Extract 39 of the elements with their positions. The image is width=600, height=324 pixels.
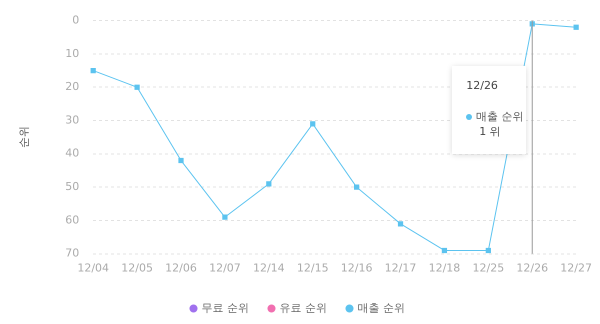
x-tick-label: 12/04 [77,261,110,274]
annotation: 12/26 [466,78,499,93]
y-tick-label: 60 [65,213,80,226]
point [266,181,272,186]
point [442,248,448,254]
x-tick-label: 12/17 [384,261,416,274]
x-tick-label: 12/15 [296,261,329,274]
point [310,121,316,126]
x-tick-label: 12/14 [252,261,285,274]
legend-label: 매출 순위 [358,301,405,314]
x-tick-label: 12/06 [165,261,197,274]
y-tick-label: 20 [65,80,80,94]
y-tick-label: 0 [72,13,80,26]
y-tick-label: 50 [65,180,80,194]
annotation: 1 위 [478,124,502,139]
point [574,24,579,30]
y-axis-title: 순위 [17,126,30,148]
point [222,214,228,220]
annotation: 매출 순위 [476,110,524,123]
point [398,221,404,226]
x-tick-label: 12/07 [209,261,241,274]
point [134,84,140,90]
y-tick-label: 30 [65,113,80,126]
x-tick-label: 12/05 [121,261,153,274]
point [90,68,96,74]
y-tick-label: 40 [65,146,80,160]
point [486,248,491,254]
y-tick-label: 10 [65,46,80,60]
y-tick-label: 70 [65,246,80,260]
x-tick-label: 12/26 [516,261,548,274]
legend-label: 유료 순위 [280,301,327,314]
x-tick-label: 12/16 [340,261,372,274]
tooltip-card: 12/26 매출 순위 1 위 [452,66,526,154]
x-tick-label: 12/25 [472,261,504,274]
x-tick-label: 12/18 [428,261,460,274]
legend-label: 무료 순위 [202,301,250,314]
point [354,184,360,190]
point [178,158,184,164]
x-tick-label: 12/27 [560,261,592,274]
